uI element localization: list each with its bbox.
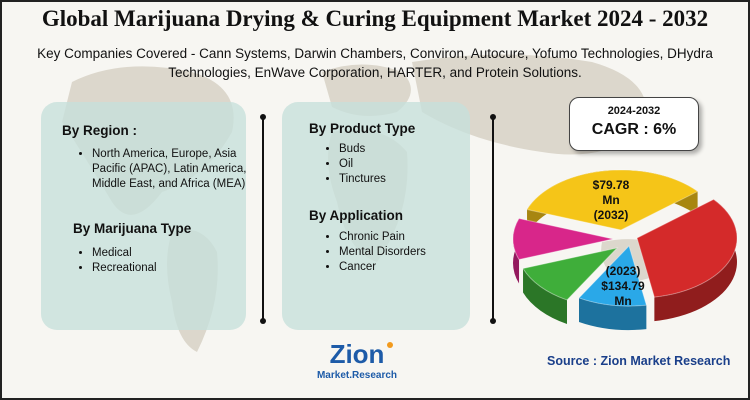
application-title: By Application — [309, 208, 404, 223]
logo-brand-text: Zion — [330, 339, 385, 369]
application-list: Chronic Pain Mental Disorders Cancer — [323, 230, 479, 275]
pie-slice — [578, 245, 648, 307]
region-title: By Region : — [62, 123, 138, 138]
divider-left — [260, 114, 266, 324]
annotation-2032-line2: Mn — [602, 193, 619, 207]
key-companies: Key Companies Covered - Cann Systems, Da… — [37, 46, 713, 80]
region-list: North America, Europe, Asia Pacific (APA… — [76, 147, 252, 192]
pie-slice — [522, 247, 619, 301]
product-type-item: Oil — [339, 157, 479, 172]
annotation-2023-line3: Mn — [614, 294, 631, 308]
segment-panel-left — [41, 102, 246, 330]
pie-slice — [512, 217, 614, 261]
product-type-title: By Product Type — [309, 121, 416, 136]
page-title: Global Marijuana Drying & Curing Equipme… — [41, 6, 709, 31]
product-type-item: Buds — [339, 142, 479, 157]
logo-sub-text: Market.Research — [317, 370, 397, 381]
pie-slice-side — [579, 297, 647, 330]
annotation-2032-line1: $79.78 — [593, 178, 630, 192]
pie-slice — [526, 169, 699, 231]
market-pie-chart: $79.78 Mn (2032) (2023) $134.79 Mn — [512, 169, 738, 330]
product-type-list: Buds Oil Tinctures — [323, 142, 479, 187]
application-item: Mental Disorders — [339, 245, 479, 260]
annotation-2023-line2: $134.79 — [601, 279, 645, 293]
marijuana-type-item: Medical — [92, 246, 252, 261]
marijuana-type-title: By Marijuana Type — [73, 221, 192, 236]
segment-panel-middle — [282, 102, 470, 330]
marijuana-type-item: Recreational — [92, 261, 252, 276]
product-type-item: Tinctures — [339, 172, 479, 187]
cagr-value: CAGR : 6% — [591, 121, 677, 138]
annotation-2023-line1: (2023) — [606, 264, 641, 278]
cagr-box: 2024-2032 CAGR : 6% — [569, 97, 699, 151]
annotation-2032-line3: (2032) — [594, 208, 629, 222]
cagr-period: 2024-2032 — [607, 105, 661, 117]
divider-right — [490, 114, 496, 324]
pie-slice — [636, 198, 738, 298]
pie-slice-side — [654, 199, 737, 322]
pie-slice-side — [523, 268, 567, 324]
zion-logo: Zion Market.Research — [317, 339, 397, 381]
region-item: North America, Europe, Asia Pacific (APA… — [92, 147, 252, 192]
marijuana-type-list: Medical Recreational — [76, 246, 252, 276]
application-item: Chronic Pain — [339, 230, 479, 245]
application-item: Cancer — [339, 260, 479, 275]
source-label: Source : Zion Market Research — [547, 354, 731, 368]
